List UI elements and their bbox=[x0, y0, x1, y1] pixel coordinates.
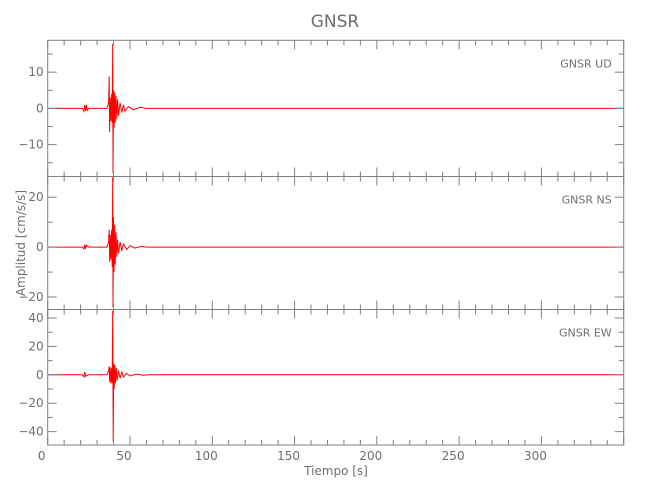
panel-2: −40 −20 0 20 40 GNSR EW bbox=[18, 309, 625, 446]
y-tick-label: 10 bbox=[28, 65, 43, 79]
y-tick-label: −40 bbox=[18, 425, 43, 439]
x-tick-label: 150 bbox=[277, 449, 300, 463]
y-axis-label: Amplitud [cm/s/s] bbox=[14, 190, 28, 296]
x-tick-label: 300 bbox=[524, 449, 547, 463]
panel-0: −10 0 10 GNSR UD bbox=[18, 39, 625, 177]
x-tick-label: 50 bbox=[116, 449, 131, 463]
waveform-trace bbox=[47, 310, 624, 442]
channel-label: GNSR EW bbox=[559, 327, 612, 340]
x-tick-label: 100 bbox=[195, 449, 218, 463]
panel-frame bbox=[47, 176, 625, 310]
x-tick-label: 250 bbox=[442, 449, 465, 463]
x-axis-label: Tiempo [s] bbox=[303, 464, 368, 478]
y-tick-label: −20 bbox=[18, 290, 43, 304]
x-tick-label: 200 bbox=[359, 449, 382, 463]
y-tick-label: −10 bbox=[18, 138, 43, 152]
y-tick-label: 0 bbox=[36, 368, 44, 382]
panel-1: −20 0 20 GNSR NS bbox=[18, 176, 625, 310]
channel-label: GNSR UD bbox=[560, 57, 611, 70]
waveform-trace bbox=[47, 177, 624, 308]
y-tick-label: 40 bbox=[28, 311, 43, 325]
y-tick-label: 20 bbox=[28, 339, 43, 353]
waveform-trace bbox=[47, 43, 624, 173]
y-tick-label: 20 bbox=[28, 190, 43, 204]
chart-title: GNSR bbox=[311, 12, 360, 32]
channel-label: GNSR NS bbox=[562, 194, 612, 207]
y-tick-label: 0 bbox=[36, 240, 44, 254]
x-tick-label: 0 bbox=[38, 449, 46, 463]
y-tick-label: −20 bbox=[18, 396, 43, 410]
panel-frame bbox=[47, 309, 625, 446]
y-tick-label: 0 bbox=[36, 101, 44, 115]
